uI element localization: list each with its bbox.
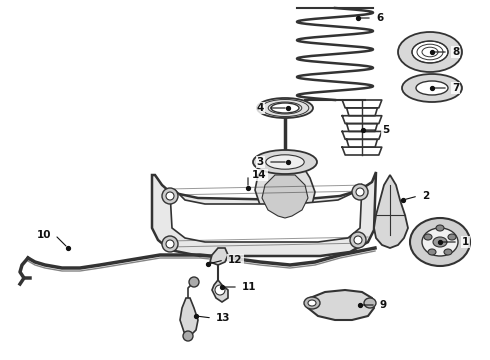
Text: 10: 10 [36, 230, 51, 240]
Text: 2: 2 [422, 191, 429, 201]
Ellipse shape [416, 81, 448, 95]
Text: 13: 13 [216, 313, 230, 323]
Ellipse shape [253, 150, 317, 174]
Ellipse shape [412, 41, 448, 63]
Ellipse shape [189, 277, 199, 287]
Ellipse shape [448, 234, 456, 240]
Text: 6: 6 [376, 13, 383, 23]
Text: 11: 11 [242, 282, 256, 292]
Ellipse shape [428, 249, 436, 255]
Text: 14: 14 [252, 170, 267, 180]
Ellipse shape [308, 300, 316, 306]
Text: 8: 8 [452, 47, 459, 57]
Ellipse shape [364, 298, 376, 308]
Polygon shape [180, 298, 198, 336]
Text: 4: 4 [257, 103, 264, 113]
Ellipse shape [257, 98, 313, 118]
Text: 1: 1 [462, 237, 469, 247]
Ellipse shape [352, 184, 368, 200]
Ellipse shape [402, 74, 462, 102]
Ellipse shape [304, 297, 320, 309]
Polygon shape [308, 290, 374, 320]
Text: 5: 5 [382, 125, 389, 135]
Ellipse shape [350, 232, 366, 248]
Ellipse shape [162, 188, 178, 204]
Ellipse shape [410, 218, 470, 266]
Polygon shape [255, 160, 315, 218]
Polygon shape [210, 248, 228, 265]
Polygon shape [212, 280, 228, 302]
Ellipse shape [398, 32, 462, 72]
Polygon shape [170, 184, 362, 242]
Polygon shape [152, 172, 376, 256]
Ellipse shape [444, 249, 452, 255]
Ellipse shape [266, 155, 304, 169]
Polygon shape [374, 175, 408, 248]
Ellipse shape [162, 236, 178, 252]
Ellipse shape [215, 285, 225, 295]
Ellipse shape [271, 103, 299, 113]
Ellipse shape [422, 228, 458, 256]
Ellipse shape [166, 240, 174, 248]
Polygon shape [262, 175, 308, 218]
Ellipse shape [354, 236, 362, 244]
Ellipse shape [424, 234, 432, 240]
Ellipse shape [183, 331, 193, 341]
Text: 9: 9 [380, 300, 387, 310]
Ellipse shape [166, 192, 174, 200]
Text: 7: 7 [452, 83, 459, 93]
Text: 3: 3 [257, 157, 264, 167]
Text: 12: 12 [228, 255, 243, 265]
Ellipse shape [433, 237, 447, 247]
Ellipse shape [356, 188, 364, 196]
Ellipse shape [436, 225, 444, 231]
